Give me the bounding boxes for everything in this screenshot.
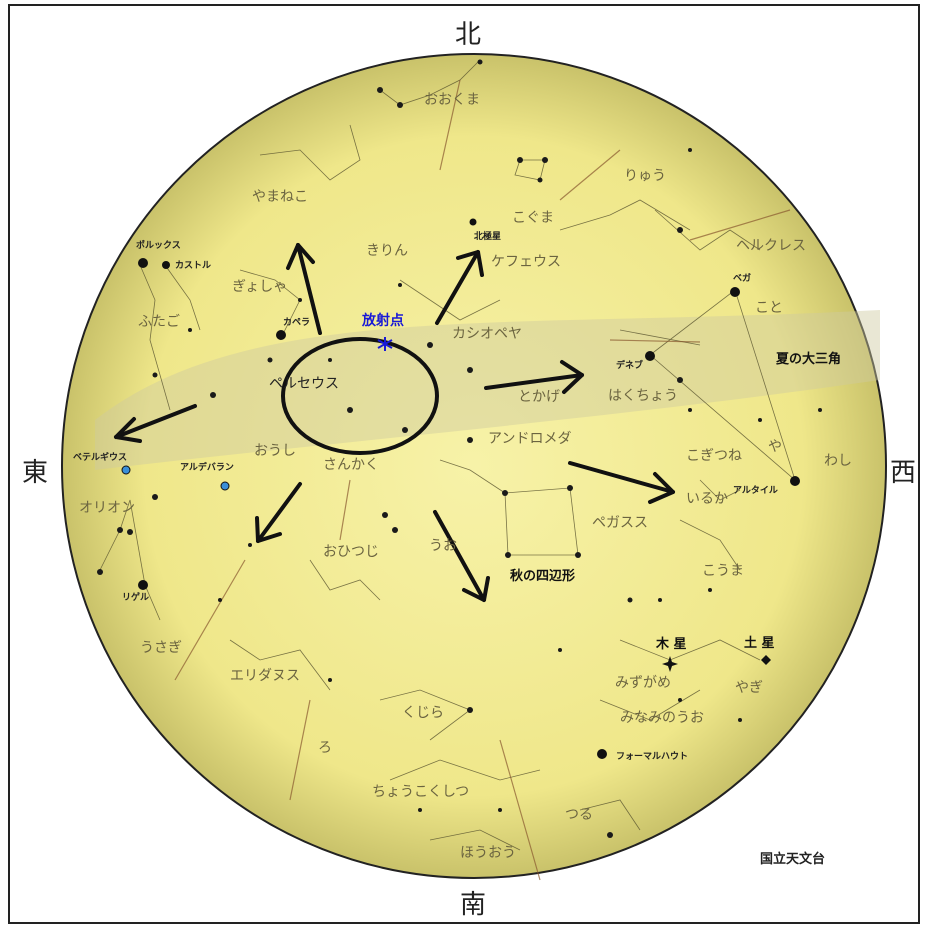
label-autumn-square: 秋の四辺形	[510, 568, 575, 584]
arrow-north-west	[296, 243, 322, 335]
label-betelgeuse: ベテルギウス	[73, 451, 127, 463]
east-label: 東	[22, 458, 49, 488]
aldebaran-star	[220, 481, 230, 491]
label-pollux: ポルックス	[136, 239, 181, 251]
milky-way	[95, 310, 880, 470]
meteor-arrows	[114, 243, 675, 602]
label-altair: アルタイル	[733, 484, 778, 496]
label-rigel: リゲル	[122, 591, 149, 603]
label-cassiopeia: カシオペヤ	[452, 326, 522, 342]
label-kogume: こぐま	[512, 210, 554, 226]
label-tokage: とかげ	[518, 389, 560, 405]
label-hercules: ヘルクレス	[736, 238, 806, 254]
deneb-star	[645, 351, 655, 361]
label-perseus: ペルセウス	[269, 376, 339, 392]
label-andromeda: アンドロメダ	[488, 431, 571, 447]
saturn-marker	[761, 655, 771, 665]
label-summer-triangle: 夏の大三角	[775, 351, 841, 367]
label-kirin: きりん	[366, 243, 408, 259]
capella-star	[276, 330, 286, 340]
label-uo: うお	[429, 538, 457, 554]
arrow-far-east	[114, 404, 197, 439]
label-sankaku: さんかく	[323, 457, 379, 473]
label-orion: オリオン	[79, 500, 135, 516]
star-labels: ポルックス カストル カペラ 北極星 ベガ デネブ ベテルギウス アルデバラン …	[73, 230, 778, 762]
vega-star	[730, 287, 740, 297]
label-koto: こと	[755, 300, 783, 316]
label-vega: ベガ	[733, 272, 751, 284]
label-yagi: やぎ	[735, 680, 763, 696]
arrow-east	[484, 373, 584, 390]
label-jupiter: 木 星	[655, 636, 687, 652]
south-label: 南	[460, 890, 487, 920]
radiant-ellipse	[281, 337, 439, 455]
label-ro: ろ	[318, 740, 332, 756]
pollux-star	[138, 258, 148, 268]
castor-star	[162, 261, 170, 269]
bright-stars	[121, 218, 800, 759]
arrow-north-east	[435, 250, 480, 325]
radiant-marker	[377, 337, 393, 351]
radiant-label: 放射点	[361, 312, 404, 329]
sky-disc	[61, 53, 887, 879]
arrow-west-lower	[568, 461, 675, 494]
rigel-star	[138, 580, 148, 590]
label-oushi: おうし	[254, 443, 296, 459]
label-polaris: 北極星	[474, 230, 501, 242]
north-label: 北	[455, 20, 482, 50]
fomalhaut-star	[597, 749, 607, 759]
label-houou: ほうおう	[460, 845, 516, 861]
label-tsuru: つる	[565, 807, 593, 823]
west-label: 西	[890, 458, 917, 488]
label-ya: や	[768, 439, 782, 455]
label-ohitsuji: おひつじ	[323, 544, 379, 560]
label-kouma: こうま	[702, 563, 744, 579]
credit-label: 国立天文台	[760, 852, 826, 867]
meteor-streaks	[174, 79, 791, 881]
arrow-south-west	[256, 482, 302, 543]
label-kogitsune: こぎつね	[686, 448, 742, 464]
label-cepheus: ケフェウス	[491, 254, 561, 270]
label-usagi: うさぎ	[140, 640, 182, 656]
label-gyosha: ぎょしゃ	[232, 279, 287, 295]
label-ookuma: おおくま	[424, 92, 480, 108]
background-stars	[97, 59, 822, 838]
label-castor: カストル	[175, 260, 211, 271]
label-capella: カペラ	[283, 317, 310, 328]
label-washi: わし	[824, 453, 852, 469]
label-minaminouo: みなみのうお	[620, 710, 704, 726]
label-eridanus: エリダヌス	[230, 668, 300, 684]
label-futago: ふたご	[138, 314, 180, 330]
label-saturn: 土 星	[744, 635, 775, 651]
label-ryu: りゅう	[624, 168, 666, 184]
label-yamaneko: やまねこ	[252, 189, 308, 205]
label-choukokushitsu: ちょうこくしつ	[372, 784, 469, 800]
arrow-south-east	[433, 510, 486, 602]
label-iruka: いるか	[686, 491, 728, 507]
label-mizugame: みずがめ	[615, 675, 671, 691]
label-deneb: デネブ	[616, 359, 643, 371]
label-kujira: くじら	[402, 705, 444, 721]
label-fomalhaut: フォーマルハウト	[616, 751, 688, 762]
betelgeuse-star	[121, 465, 131, 475]
label-pegasus: ペガスス	[592, 515, 648, 531]
jupiter-marker	[662, 656, 678, 672]
polaris-star	[469, 218, 477, 226]
label-aldebaran: アルデバラン	[180, 461, 234, 473]
altair-star	[790, 476, 800, 486]
constellation-lines	[99, 59, 796, 851]
constellation-labels: おおくま りゅう やまねこ こぐま きりん ケフェウス ヘルクレス ぎょしゃ ふ…	[79, 92, 852, 861]
label-hakucho: はくちょう	[608, 388, 678, 404]
